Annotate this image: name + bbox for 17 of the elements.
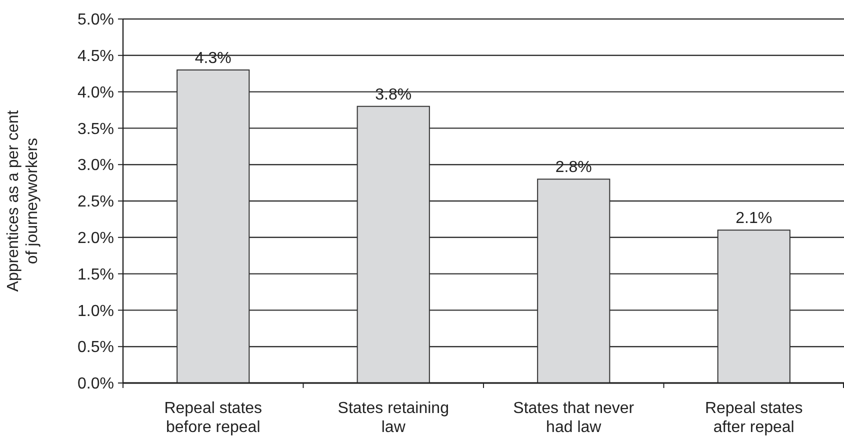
- y-tick-label: 0.5%: [78, 339, 114, 356]
- x-tick-label: Repeal states after repeal: [704, 400, 803, 436]
- y-tick-label: 1.5%: [78, 266, 114, 284]
- x-tick-label: Repeal states before repeal: [164, 400, 262, 436]
- y-tick-label: 4.5%: [78, 48, 114, 65]
- x-tick-label: States retaining law: [338, 400, 449, 436]
- y-tick-label: 3.0%: [78, 157, 114, 174]
- y-tick-label: 2.0%: [78, 230, 114, 247]
- y-tick-label: 0.0%: [78, 376, 114, 393]
- y-tick-label: 1.0%: [78, 302, 114, 320]
- y-tick-label: 3.5%: [78, 120, 114, 138]
- x-tick-label: States that never had law: [513, 400, 635, 436]
- y-axis-title: Apprentices as a per cent of journeyworkers: [5, 110, 41, 292]
- y-tick-label: 4.0%: [78, 84, 114, 102]
- y-tick-label: 5.0%: [78, 12, 114, 29]
- y-tick-label: 2.5%: [78, 194, 114, 211]
- data-label: 2.1%: [736, 210, 772, 228]
